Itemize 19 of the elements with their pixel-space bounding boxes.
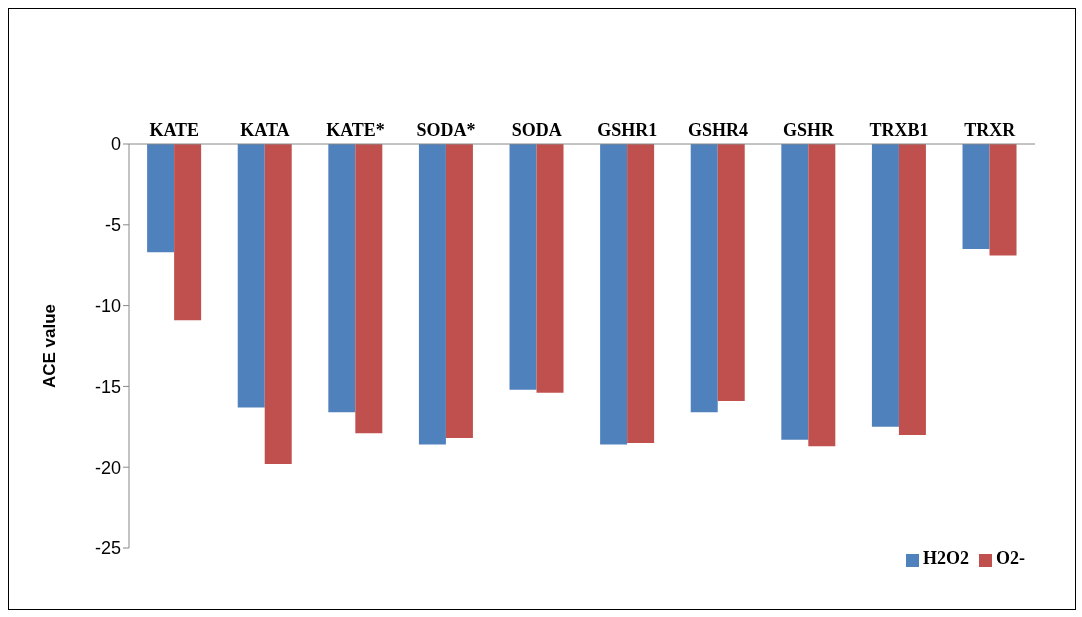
y-tick-label: -5 [104, 215, 121, 236]
x-tick-label: TRXB1 [869, 120, 929, 140]
x-tick-label: KATA [240, 120, 290, 140]
legend-label: O2- [996, 548, 1025, 568]
x-tick-label: KATE* [326, 120, 385, 140]
x-tick-label: KATE [149, 120, 200, 140]
x-tick-label: SODA* [416, 120, 476, 140]
y-tick-label: -20 [94, 457, 121, 478]
y-tick-label: 0 [110, 134, 121, 155]
y-tick-label: -25 [94, 538, 121, 559]
x-tick-label: GSHR4 [687, 120, 748, 140]
y-tick-label: -10 [94, 295, 121, 316]
x-tick-label: SODA [511, 120, 562, 140]
x-tick-label: GSHR [782, 120, 835, 140]
legend-label: H2O2 [922, 548, 969, 568]
y-axis-title: ACE value [40, 303, 60, 389]
y-tick-label: -15 [94, 376, 121, 397]
x-tick-label: TRXR [964, 120, 1017, 140]
x-tick-label: GSHR1 [597, 120, 658, 140]
